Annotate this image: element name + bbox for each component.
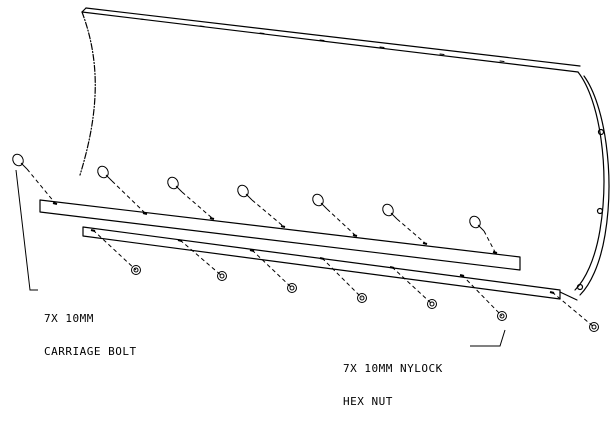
nylock-nut [249,249,297,293]
nylock-nut [459,274,507,321]
carriage-bolt [97,165,148,215]
carriage-bolt-leader [15,169,38,291]
nylock-nut-leader [470,329,506,347]
wear-strip-front [39,199,521,271]
nylock-nut [549,291,599,332]
carriage-bolt [382,203,428,245]
nylock-nut [90,229,141,275]
carriage-bolt [12,153,58,205]
carriage-bolt [469,215,498,254]
diagram-stage: 7X 10MM CARRIAGE BOLT 7X 10MM NYLOCK HEX… [12,7,610,407]
carriage-bolt-callout: 7X 10MM CARRIAGE BOLT [44,291,137,379]
nylock-nut-callout: 7X 10MM NYLOCK HEX NUT [343,341,443,429]
cutting-edge-back [82,226,561,300]
carriage-bolt-callout-line2: CARRIAGE BOLT [44,345,137,358]
nylock-nut [177,239,227,281]
nylock-nut-callout-line1: 7X 10MM NYLOCK [343,362,443,375]
moldboard [79,7,610,301]
nylock-nut [389,266,437,309]
carriage-bolt-callout-line1: 7X 10MM [44,312,94,325]
leader-lines [15,169,506,347]
nylock-nuts [90,229,599,332]
top-edge-holes [139,18,505,62]
plow-blade-exploded-view [12,7,610,347]
carriage-bolt [167,176,215,220]
nylock-nut [319,257,367,303]
carriage-bolt [312,193,358,237]
nylock-nut-callout-line2: HEX NUT [343,395,393,408]
carriage-bolts [12,153,498,254]
carriage-bolt [237,184,286,228]
